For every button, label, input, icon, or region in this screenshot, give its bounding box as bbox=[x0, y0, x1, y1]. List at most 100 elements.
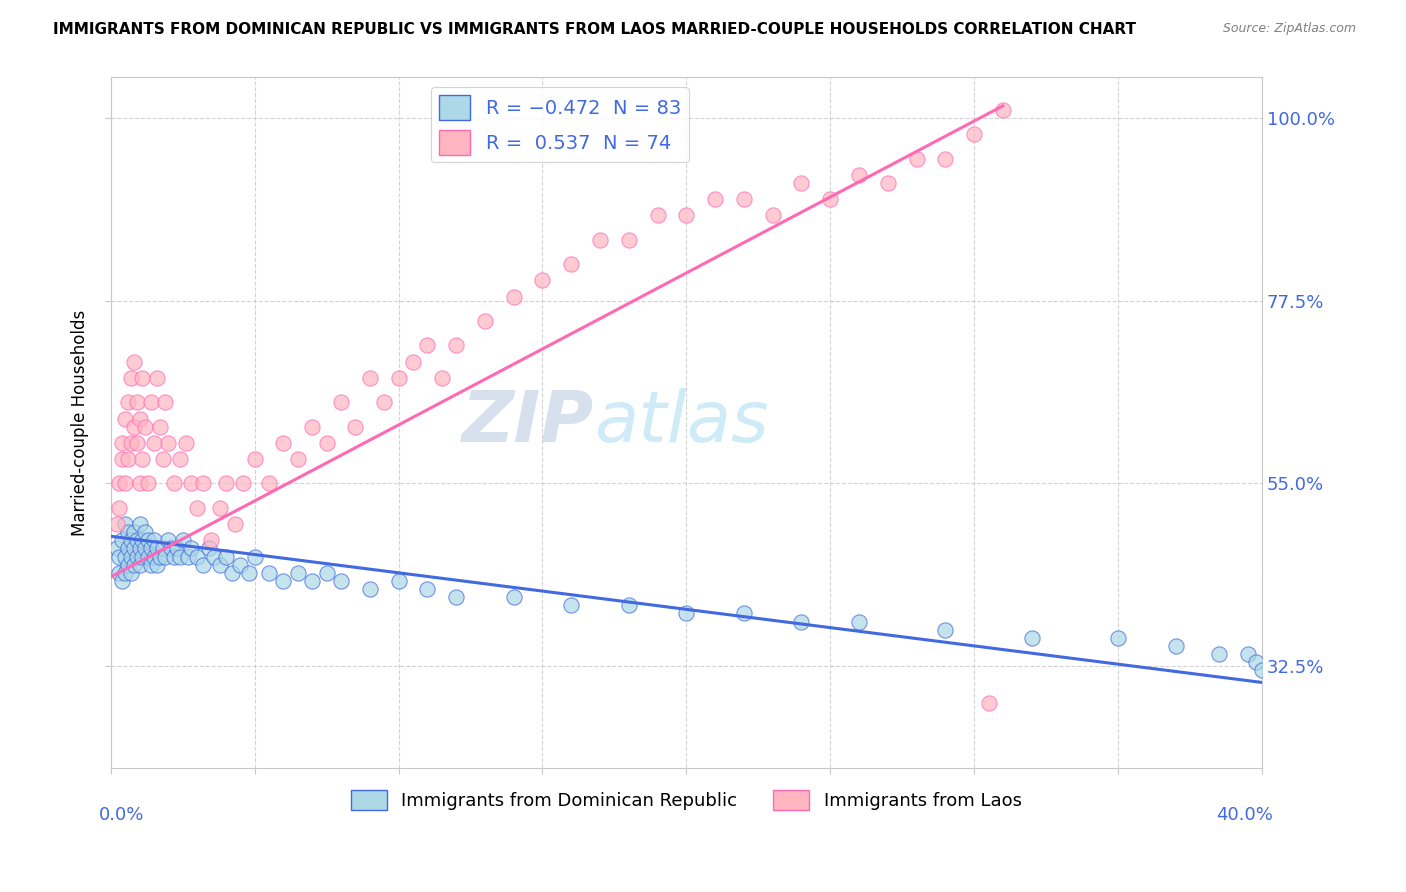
Point bbox=[111, 533, 134, 548]
Point bbox=[157, 435, 180, 450]
Point bbox=[111, 574, 134, 588]
Point bbox=[120, 533, 142, 548]
Point bbox=[221, 566, 243, 580]
Point bbox=[416, 582, 439, 596]
Point bbox=[120, 435, 142, 450]
Point bbox=[125, 435, 148, 450]
Point bbox=[120, 549, 142, 564]
Point bbox=[139, 541, 162, 556]
Point bbox=[120, 566, 142, 580]
Point bbox=[502, 590, 524, 604]
Point bbox=[128, 541, 150, 556]
Point bbox=[169, 452, 191, 467]
Point bbox=[647, 209, 669, 223]
Point bbox=[108, 476, 131, 491]
Point bbox=[134, 419, 156, 434]
Point bbox=[344, 419, 367, 434]
Point bbox=[1236, 647, 1258, 661]
Point bbox=[131, 549, 153, 564]
Point bbox=[197, 541, 219, 556]
Point bbox=[202, 549, 225, 564]
Point bbox=[114, 517, 136, 532]
Point bbox=[273, 574, 295, 588]
Point bbox=[387, 371, 409, 385]
Text: IMMIGRANTS FROM DOMINICAN REPUBLIC VS IMMIGRANTS FROM LAOS MARRIED-COUPLE HOUSEH: IMMIGRANTS FROM DOMINICAN REPUBLIC VS IM… bbox=[53, 22, 1136, 37]
Text: atlas: atlas bbox=[595, 388, 769, 457]
Point bbox=[142, 435, 165, 450]
Point bbox=[149, 549, 172, 564]
Text: ZIP: ZIP bbox=[463, 388, 595, 457]
Point bbox=[105, 541, 128, 556]
Point bbox=[243, 549, 266, 564]
Point bbox=[134, 541, 156, 556]
Point bbox=[139, 558, 162, 572]
Point bbox=[330, 395, 353, 409]
Point bbox=[876, 176, 898, 190]
Point bbox=[1164, 639, 1187, 653]
Point bbox=[301, 574, 323, 588]
Point bbox=[122, 541, 145, 556]
Point bbox=[131, 533, 153, 548]
Point bbox=[402, 354, 425, 368]
Point bbox=[675, 209, 697, 223]
Point bbox=[157, 533, 180, 548]
Point bbox=[444, 338, 467, 352]
Point bbox=[1021, 631, 1043, 645]
Point bbox=[169, 549, 191, 564]
Point bbox=[934, 152, 956, 166]
Point bbox=[560, 257, 582, 271]
Point bbox=[180, 476, 202, 491]
Point bbox=[444, 590, 467, 604]
Point bbox=[617, 599, 640, 613]
Point bbox=[117, 395, 139, 409]
Point bbox=[128, 476, 150, 491]
Point bbox=[152, 452, 174, 467]
Point bbox=[224, 517, 246, 532]
Text: 0.0%: 0.0% bbox=[100, 805, 145, 823]
Y-axis label: Married-couple Households: Married-couple Households bbox=[72, 310, 89, 536]
Point bbox=[146, 541, 169, 556]
Point bbox=[704, 192, 727, 206]
Point bbox=[229, 558, 252, 572]
Point bbox=[114, 549, 136, 564]
Point bbox=[117, 558, 139, 572]
Point bbox=[373, 395, 395, 409]
Point bbox=[125, 549, 148, 564]
Point bbox=[186, 549, 208, 564]
Point bbox=[105, 517, 128, 532]
Point bbox=[387, 574, 409, 588]
Text: Source: ZipAtlas.com: Source: ZipAtlas.com bbox=[1223, 22, 1357, 36]
Point bbox=[131, 452, 153, 467]
Point bbox=[330, 574, 353, 588]
Point bbox=[287, 566, 309, 580]
Point bbox=[191, 558, 214, 572]
Point bbox=[359, 371, 381, 385]
Point bbox=[273, 435, 295, 450]
Point bbox=[186, 500, 208, 515]
Point bbox=[762, 209, 785, 223]
Point bbox=[209, 558, 232, 572]
Point bbox=[257, 566, 280, 580]
Point bbox=[155, 549, 177, 564]
Point bbox=[114, 476, 136, 491]
Point bbox=[134, 525, 156, 540]
Point bbox=[238, 566, 260, 580]
Point bbox=[122, 419, 145, 434]
Text: 40.0%: 40.0% bbox=[1216, 805, 1274, 823]
Point bbox=[257, 476, 280, 491]
Point bbox=[111, 452, 134, 467]
Point bbox=[108, 500, 131, 515]
Point bbox=[146, 558, 169, 572]
Point bbox=[934, 623, 956, 637]
Point bbox=[117, 541, 139, 556]
Point bbox=[502, 290, 524, 304]
Point bbox=[1208, 647, 1230, 661]
Point bbox=[905, 152, 928, 166]
Point bbox=[733, 192, 755, 206]
Point bbox=[146, 371, 169, 385]
Point bbox=[315, 435, 337, 450]
Point bbox=[215, 476, 238, 491]
Point bbox=[180, 541, 202, 556]
Point bbox=[172, 533, 194, 548]
Point bbox=[963, 128, 986, 142]
